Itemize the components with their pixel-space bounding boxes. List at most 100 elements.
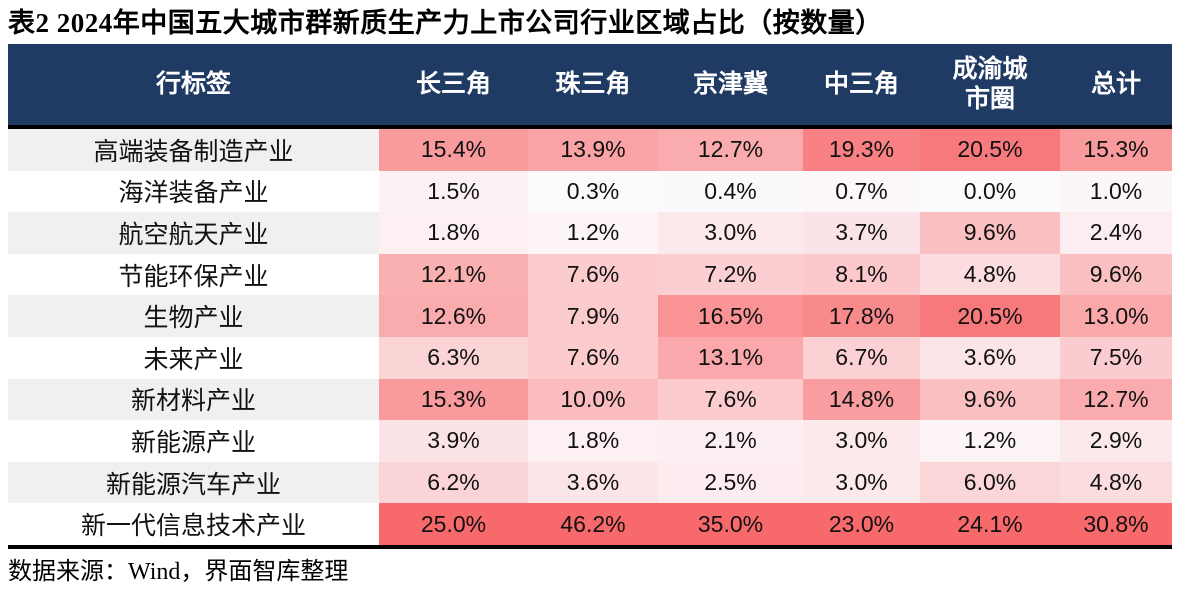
column-header: 长三角	[379, 44, 528, 129]
value-cell: 9.6%	[920, 212, 1060, 254]
table-row: 海洋装备产业 1.5% 0.3% 0.4% 0.7% 0.0% 1.0%	[8, 170, 1172, 213]
value-cell: 12.7%	[1060, 378, 1172, 421]
row-label-cell: 未来产业	[8, 336, 379, 379]
value-cell: 0.0%	[920, 170, 1060, 213]
value-cell: 3.7%	[803, 212, 920, 254]
value-cell: 12.6%	[379, 295, 528, 337]
value-cell: 10.0%	[528, 378, 658, 421]
value-cell: 2.4%	[1060, 212, 1172, 254]
value-cell: 4.8%	[920, 253, 1060, 296]
page-title: 表2 2024年中国五大城市群新质生产力上市公司行业区域占比（按数量）	[8, 8, 883, 38]
value-cell: 1.2%	[528, 212, 658, 254]
value-cell: 46.2%	[528, 503, 658, 549]
value-cell: 7.9%	[528, 295, 658, 337]
value-cell: 17.8%	[803, 295, 920, 337]
value-cell: 15.3%	[379, 378, 528, 421]
value-cell: 0.4%	[658, 170, 803, 213]
value-cell: 14.8%	[803, 378, 920, 421]
value-cell: 3.6%	[528, 461, 658, 504]
column-header-label: 京津冀	[692, 70, 768, 98]
value-cell: 1.8%	[528, 420, 658, 462]
value-cell: 4.8%	[1060, 461, 1172, 504]
value-cell: 7.6%	[658, 378, 803, 421]
table-row: 新能源汽车产业 6.2% 3.6% 2.5% 3.0% 6.0% 4.8%	[8, 461, 1172, 504]
value-cell: 13.0%	[1060, 295, 1172, 337]
value-cell: 19.3%	[803, 127, 920, 171]
value-cell: 16.5%	[658, 295, 803, 337]
value-cell: 0.3%	[528, 170, 658, 213]
value-cell: 13.9%	[528, 127, 658, 171]
value-cell: 7.6%	[528, 253, 658, 296]
table-row: 生物产业 12.6% 7.9% 16.5% 17.8% 20.5% 13.0%	[8, 295, 1172, 337]
heatmap-table: 行标签 长三角 珠三角 京津冀 中三角 成渝城市圈 总计 高端装备制造产业 15.4% 13.9…	[8, 44, 1172, 549]
value-cell: 3.6%	[920, 336, 1060, 379]
column-header: 珠三角	[528, 44, 658, 129]
value-cell: 15.3%	[1060, 127, 1172, 171]
table-row: 新材料产业 15.3% 10.0% 7.6% 14.8% 9.6% 12.7%	[8, 378, 1172, 421]
column-header-label: 中三角	[823, 70, 899, 98]
value-cell: 12.1%	[379, 253, 528, 296]
column-header-label: 行标签	[155, 70, 231, 98]
value-cell: 8.1%	[803, 253, 920, 296]
value-cell: 23.0%	[803, 503, 920, 549]
column-header: 成渝城市圈	[920, 44, 1060, 129]
value-cell: 13.1%	[658, 336, 803, 379]
table-row: 节能环保产业 12.1% 7.6% 7.2% 8.1% 4.8% 9.6%	[8, 253, 1172, 296]
value-cell: 7.6%	[528, 336, 658, 379]
column-header-label: 成渝城市圈	[952, 55, 1028, 113]
column-header: 中三角	[803, 44, 920, 129]
row-label-cell: 航空航天产业	[8, 212, 379, 254]
value-cell: 30.8%	[1060, 503, 1172, 549]
value-cell: 15.4%	[379, 127, 528, 171]
row-label-cell: 节能环保产业	[8, 253, 379, 296]
value-cell: 25.0%	[379, 503, 528, 549]
table-body: 高端装备制造产业 15.4% 13.9% 12.7% 19.3% 20.5% 15.3% 海洋…	[8, 127, 1172, 549]
row-label-cell: 海洋装备产业	[8, 170, 379, 213]
value-cell: 9.6%	[920, 378, 1060, 421]
value-cell: 6.3%	[379, 336, 528, 379]
value-cell: 2.9%	[1060, 420, 1172, 462]
row-label-cell: 生物产业	[8, 295, 379, 337]
value-cell: 2.5%	[658, 461, 803, 504]
row-label-cell: 新能源产业	[8, 420, 379, 462]
column-header: 总计	[1060, 44, 1172, 129]
column-header-label: 长三角	[415, 70, 491, 98]
value-cell: 9.6%	[1060, 253, 1172, 296]
row-label-cell: 高端装备制造产业	[8, 127, 379, 171]
header-row: 行标签 长三角 珠三角 京津冀 中三角 成渝城市圈 总计	[8, 44, 1172, 129]
table-row: 高端装备制造产业 15.4% 13.9% 12.7% 19.3% 20.5% 15.3%	[8, 127, 1172, 171]
value-cell: 2.1%	[658, 420, 803, 462]
value-cell: 3.9%	[379, 420, 528, 462]
value-cell: 1.0%	[1060, 170, 1172, 213]
value-cell: 3.0%	[803, 461, 920, 504]
row-label-cell: 新一代信息技术产业	[8, 503, 379, 549]
table-row: 未来产业 6.3% 7.6% 13.1% 6.7% 3.6% 7.5%	[8, 336, 1172, 379]
value-cell: 6.2%	[379, 461, 528, 504]
value-cell: 7.5%	[1060, 336, 1172, 379]
value-cell: 20.5%	[920, 127, 1060, 171]
value-cell: 3.0%	[658, 212, 803, 254]
value-cell: 6.0%	[920, 461, 1060, 504]
value-cell: 35.0%	[658, 503, 803, 549]
value-cell: 6.7%	[803, 336, 920, 379]
table-header: 行标签 长三角 珠三角 京津冀 中三角 成渝城市圈 总计	[8, 44, 1172, 129]
value-cell: 0.7%	[803, 170, 920, 213]
value-cell: 24.1%	[920, 503, 1060, 549]
value-cell: 1.2%	[920, 420, 1060, 462]
row-label-cell: 新能源汽车产业	[8, 461, 379, 504]
row-label-cell: 新材料产业	[8, 378, 379, 421]
column-header-label: 总计	[1090, 70, 1141, 98]
value-cell: 20.5%	[920, 295, 1060, 337]
table-row: 航空航天产业 1.8% 1.2% 3.0% 3.7% 9.6% 2.4%	[8, 212, 1172, 254]
source-note: 数据来源：Wind，界面智库整理	[8, 558, 349, 585]
column-header-label: 珠三角	[555, 70, 631, 98]
table-row: 新一代信息技术产业 25.0% 46.2% 35.0% 23.0% 24.1% 30.8%	[8, 503, 1172, 549]
value-cell: 1.8%	[379, 212, 528, 254]
column-header: 行标签	[8, 44, 379, 129]
value-cell: 12.7%	[658, 127, 803, 171]
value-cell: 1.5%	[379, 170, 528, 213]
value-cell: 7.2%	[658, 253, 803, 296]
column-header: 京津冀	[658, 44, 803, 129]
value-cell: 3.0%	[803, 420, 920, 462]
